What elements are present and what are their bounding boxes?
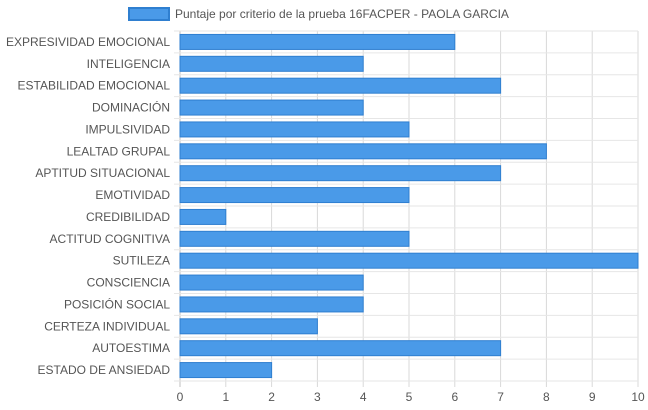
legend-swatch[interactable] — [128, 7, 170, 21]
x-tick-label: 5 — [406, 390, 413, 404]
bar[interactable] — [179, 362, 273, 379]
category-label: ACTITUD COGNITIVA — [50, 232, 170, 246]
bar[interactable] — [179, 33, 456, 50]
bar[interactable] — [179, 230, 410, 247]
x-tick-label: 9 — [589, 390, 596, 404]
category-label: AUTOESTIMA — [92, 341, 170, 355]
bar[interactable] — [179, 208, 227, 225]
bar[interactable] — [179, 99, 364, 116]
bar[interactable] — [179, 252, 639, 269]
bar[interactable] — [179, 340, 502, 357]
category-label: INTELIGENCIA — [87, 57, 170, 71]
bar[interactable] — [179, 165, 502, 182]
bar[interactable] — [179, 55, 364, 72]
x-tick-label: 1 — [222, 390, 229, 404]
legend-label[interactable]: Puntaje por criterio de la prueba 16FACP… — [175, 7, 509, 21]
category-label: IMPULSIVIDAD — [85, 122, 170, 136]
category-label: DOMINACIÓN — [92, 100, 170, 115]
bar[interactable] — [179, 143, 547, 160]
bar[interactable] — [179, 274, 364, 291]
bar[interactable] — [179, 296, 364, 313]
category-label: APTITUD SITUACIONAL — [35, 166, 170, 180]
category-label: EMOTIVIDAD — [95, 188, 170, 202]
category-label: SUTILEZA — [113, 254, 170, 268]
category-label: CONSCIENCIA — [87, 276, 170, 290]
x-tick-label: 0 — [177, 390, 184, 404]
x-tick-label: 2 — [268, 390, 275, 404]
category-label: CREDIBILIDAD — [86, 210, 170, 224]
category-label: EXPRESIVIDAD EMOCIONAL — [6, 35, 170, 49]
bar[interactable] — [179, 318, 318, 335]
category-labels: EXPRESIVIDAD EMOCIONAL INTELIGENCIA ESTABI… — [6, 35, 170, 377]
category-label: POSICIÓN SOCIAL — [64, 296, 170, 311]
bars — [179, 33, 639, 379]
x-tick-label: 8 — [543, 390, 550, 404]
bar[interactable] — [179, 121, 410, 138]
category-label: LEALTAD GRUPAL — [67, 144, 171, 158]
category-label: ESTADO DE ANSIEDAD — [38, 363, 171, 377]
x-axis-tick-labels: 0 1 2 3 4 5 6 7 8 9 10 — [177, 390, 645, 404]
x-tick-label: 4 — [360, 390, 367, 404]
category-label: ESTABILIDAD EMOCIONAL — [18, 79, 171, 93]
x-tick-label: 6 — [451, 390, 458, 404]
bar[interactable] — [179, 77, 502, 94]
x-tick-label: 10 — [631, 390, 645, 404]
x-tick-label: 7 — [497, 390, 504, 404]
bar[interactable] — [179, 187, 410, 204]
category-label: CERTEZA INDIVIDUAL — [44, 319, 170, 333]
x-tick-label: 3 — [314, 390, 321, 404]
legend[interactable]: Puntaje por criterio de la prueba 16FACP… — [128, 7, 509, 21]
